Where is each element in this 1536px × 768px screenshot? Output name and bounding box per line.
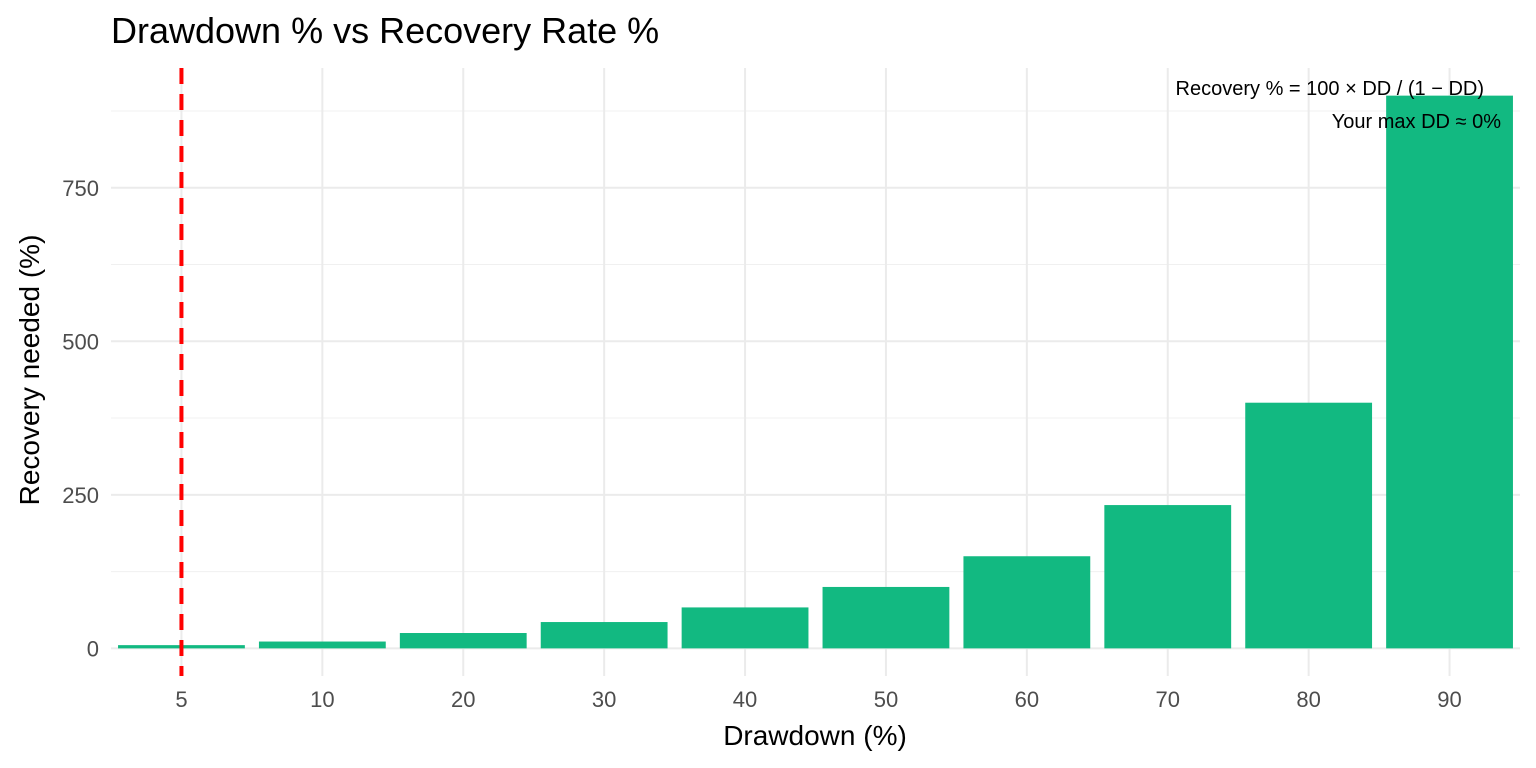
x-tick-label: 50 [874, 687, 898, 712]
x-tick-label: 70 [1156, 687, 1180, 712]
x-tick-label: 40 [733, 687, 757, 712]
bar [540, 622, 668, 649]
bars [118, 95, 1513, 649]
bar [963, 556, 1091, 649]
x-tick-label: 60 [1015, 687, 1039, 712]
chart-title: Drawdown % vs Recovery Rate % [111, 10, 660, 51]
x-axis-title: Drawdown (%) [723, 720, 907, 751]
x-tick-label: 5 [175, 687, 187, 712]
x-tick-label: 80 [1296, 687, 1320, 712]
bar [681, 607, 809, 649]
bar [399, 633, 527, 649]
y-tick-label: 0 [87, 636, 99, 661]
x-axis-ticks: 5 10 20 30 40 50 60 70 80 90 [175, 687, 1461, 712]
y-axis-ticks: 0 250 500 750 [62, 176, 99, 662]
bar [1245, 402, 1373, 649]
bar [258, 641, 386, 649]
y-tick-label: 500 [62, 329, 99, 354]
bar [822, 586, 950, 649]
annotation-max-dd: Your max DD ≈ 0% [1332, 111, 1501, 133]
x-tick-label: 90 [1437, 687, 1461, 712]
x-tick-label: 20 [451, 687, 475, 712]
x-tick-label: 10 [310, 687, 334, 712]
x-tick-label: 30 [592, 687, 616, 712]
y-tick-label: 750 [62, 176, 99, 201]
annotation-formula: Recovery % = 100 × DD / (1 − DD) [1176, 78, 1484, 100]
bar [1104, 505, 1232, 649]
y-tick-label: 250 [62, 483, 99, 508]
y-axis-title: Recovery needed (%) [14, 235, 45, 506]
grid [111, 68, 1520, 676]
bar [1386, 95, 1513, 649]
